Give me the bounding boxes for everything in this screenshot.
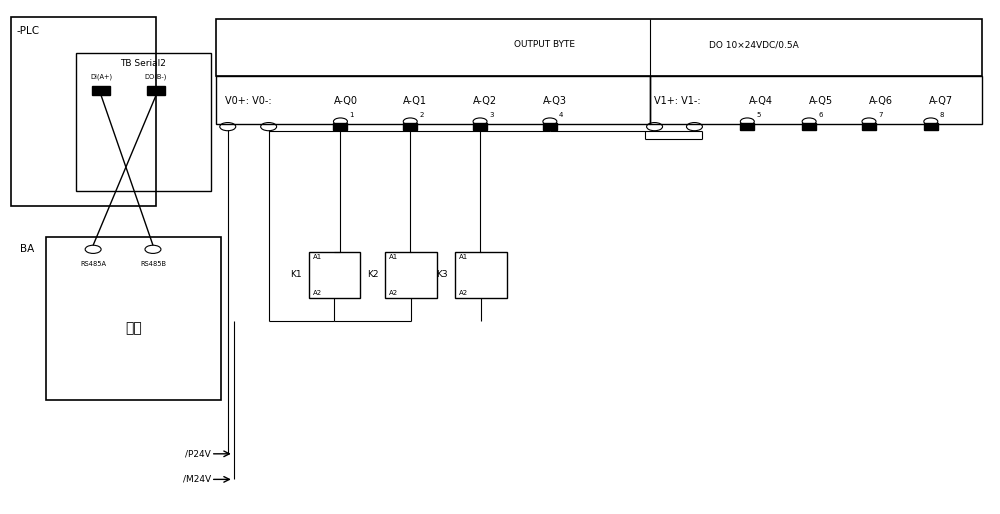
Text: K2: K2 xyxy=(367,270,378,280)
Bar xyxy=(216,20,982,76)
Text: OUTPUT BYTE: OUTPUT BYTE xyxy=(514,40,575,49)
Text: BA: BA xyxy=(20,244,34,254)
Text: 电池: 电池 xyxy=(125,322,142,336)
Text: A-Q4: A-Q4 xyxy=(749,96,773,105)
Bar xyxy=(802,123,816,130)
Text: 3: 3 xyxy=(489,112,494,118)
Text: DO 10×24VDC/0.5A: DO 10×24VDC/0.5A xyxy=(709,40,799,49)
Text: /M24V: /M24V xyxy=(183,475,211,484)
Bar xyxy=(385,252,437,298)
Text: A1: A1 xyxy=(389,254,399,260)
Bar xyxy=(543,123,557,130)
Text: 2: 2 xyxy=(419,112,424,118)
Text: A-Q3: A-Q3 xyxy=(543,96,567,105)
Text: A-Q5: A-Q5 xyxy=(809,96,833,105)
Text: 1: 1 xyxy=(349,112,354,118)
Text: A-Q0: A-Q0 xyxy=(333,96,357,105)
Bar xyxy=(473,123,487,130)
Text: 6: 6 xyxy=(818,112,823,118)
Bar xyxy=(924,123,938,130)
Text: 7: 7 xyxy=(878,112,882,118)
Text: 4: 4 xyxy=(559,112,563,118)
Bar xyxy=(403,123,417,130)
Text: RS485A: RS485A xyxy=(80,261,106,267)
Text: A-Q7: A-Q7 xyxy=(929,96,953,105)
Bar xyxy=(216,76,650,124)
Bar xyxy=(862,123,876,130)
Text: A-Q6: A-Q6 xyxy=(869,96,893,105)
Bar xyxy=(11,17,156,206)
Text: 5: 5 xyxy=(756,112,761,118)
Text: 8: 8 xyxy=(940,112,944,118)
Text: K3: K3 xyxy=(437,270,448,280)
Text: A1: A1 xyxy=(313,254,322,260)
Bar xyxy=(333,123,347,130)
Text: DO(B-): DO(B-) xyxy=(145,73,167,80)
Text: RS485B: RS485B xyxy=(140,261,166,267)
Text: A2: A2 xyxy=(389,290,398,296)
Bar xyxy=(147,86,165,96)
Bar xyxy=(455,252,507,298)
Bar xyxy=(92,86,110,96)
Text: A2: A2 xyxy=(459,290,468,296)
Text: K1: K1 xyxy=(290,270,302,280)
Bar xyxy=(740,123,754,130)
Text: TB Serial2: TB Serial2 xyxy=(121,59,166,68)
Text: A-Q1: A-Q1 xyxy=(403,96,427,105)
Text: A1: A1 xyxy=(459,254,468,260)
Text: V1+: V1-:: V1+: V1-: xyxy=(654,96,701,105)
Bar xyxy=(76,52,211,191)
Text: /P24V: /P24V xyxy=(185,449,211,458)
Bar xyxy=(46,236,221,400)
Text: V0+: V0-:: V0+: V0-: xyxy=(225,96,272,105)
Text: A2: A2 xyxy=(313,290,322,296)
Bar xyxy=(309,252,360,298)
Text: DI(A+): DI(A+) xyxy=(90,73,112,80)
Text: A-Q2: A-Q2 xyxy=(473,96,497,105)
Text: -PLC: -PLC xyxy=(16,26,39,36)
Bar xyxy=(650,76,982,124)
